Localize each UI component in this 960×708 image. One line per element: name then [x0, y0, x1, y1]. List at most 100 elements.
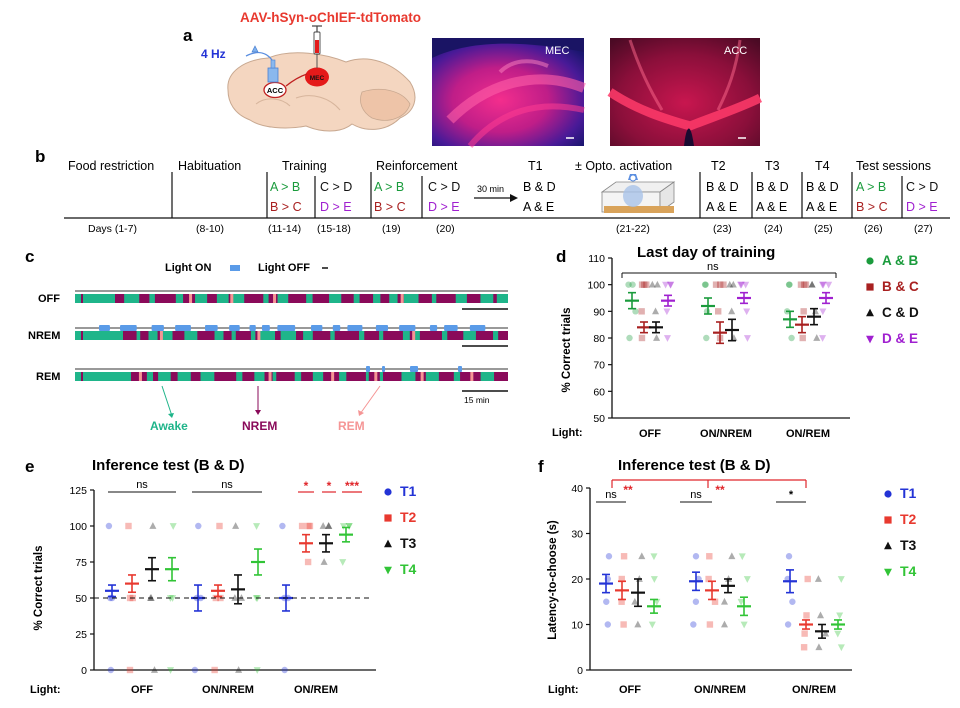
data-point	[741, 622, 748, 629]
light-pulse	[175, 325, 191, 331]
hypnogram-rem	[257, 331, 260, 340]
x-category-label: ON/REM	[294, 684, 338, 696]
pair-test-bc: B > C	[856, 200, 888, 214]
hypnogram-nrem	[493, 294, 497, 303]
legend-label: B & C	[882, 279, 919, 294]
virus-label: AAV-hSyn-oChIEF-tdTomato	[240, 10, 421, 25]
hypnogram-rem	[421, 372, 424, 381]
pair-training-de: D > E	[320, 200, 352, 214]
light-pulse	[410, 366, 418, 372]
days-training-1: (11-14)	[268, 223, 301, 235]
mec-region-label: MEC	[310, 75, 325, 82]
days-t3: (24)	[764, 223, 783, 235]
pair-reinf-cd: C > D	[428, 180, 460, 194]
pair-t3-ae: A & E	[756, 200, 787, 214]
sig-star-top: **	[715, 483, 725, 497]
hypnogram-nrem	[81, 372, 83, 381]
days-t4: (25)	[814, 223, 833, 235]
phase-title-training: Training	[282, 159, 327, 173]
data-point	[702, 281, 708, 287]
data-point	[693, 599, 699, 605]
hypnogram-nrem	[123, 331, 137, 340]
data-point	[125, 523, 131, 529]
hypnogram-nrem	[242, 372, 254, 381]
x-category-label: ON/NREM	[700, 428, 752, 440]
phase-title-t2: T2	[711, 159, 726, 173]
pair-t4-ae: A & E	[806, 200, 837, 214]
hypnogram-nrem	[173, 331, 185, 340]
light-pulse	[470, 325, 485, 331]
light-pulse	[99, 325, 110, 331]
scale-label: 15 min	[464, 395, 490, 405]
light-pulse	[430, 325, 437, 331]
hypnogram-nrem	[244, 294, 263, 303]
panel-b: b Food restriction Habituation Training …	[35, 147, 950, 235]
hypnogram-nrem	[155, 294, 176, 303]
data-point	[652, 307, 659, 314]
mec-image-label: MEC	[545, 45, 570, 57]
phase-title-food: Food restriction	[68, 159, 154, 173]
data-point	[801, 281, 807, 287]
x-category-label: ON/NREM	[694, 684, 746, 696]
data-point	[170, 523, 177, 530]
pair-test-ab: A > B	[856, 180, 886, 194]
data-point	[638, 308, 644, 314]
chart-e-title: Inference test (B & D)	[92, 457, 245, 474]
data-point	[809, 281, 816, 288]
light-pulse	[444, 325, 458, 331]
row-label-nrem: NREM	[28, 330, 60, 342]
y-tick-label: 40	[571, 483, 583, 495]
hypnogram-nrem	[494, 372, 508, 381]
hypnogram-rem	[273, 294, 276, 303]
awake-arrow	[162, 386, 172, 416]
days-t2: (23)	[713, 223, 732, 235]
light-pulse	[382, 366, 385, 372]
data-point	[634, 621, 641, 628]
panel-d-letter: d	[556, 247, 566, 266]
light-on-swatch	[230, 265, 240, 271]
data-point	[216, 523, 222, 529]
data-point	[690, 621, 696, 627]
light-pulse	[458, 366, 462, 372]
hypnogram-nrem	[236, 331, 251, 340]
hypnogram-nrem	[81, 294, 83, 303]
data-point	[703, 335, 709, 341]
panel-e-letter: e	[25, 457, 34, 476]
chart-d-sig: ns	[707, 261, 719, 273]
data-point	[728, 552, 735, 559]
pair-training-bc: B > C	[270, 200, 302, 214]
sig-star: *	[327, 479, 332, 493]
phase-title-t1: T1	[528, 159, 543, 173]
chart-d-light-label: Light:	[552, 427, 583, 439]
panel-c: c Light ON Light OFF OFF NREM REM 15 min…	[25, 247, 508, 433]
brain-illustration: ACC MEC 4 Hz	[201, 26, 415, 131]
hypnogram-nrem	[296, 331, 303, 340]
days-reinf-1: (19)	[382, 223, 401, 235]
legend-marker	[384, 488, 391, 495]
opto-chamber-icon	[602, 174, 674, 213]
data-point	[815, 575, 822, 582]
chart-d-ylabel: % Correct trials	[561, 307, 573, 392]
pair-reinf-ab: A > B	[374, 180, 404, 194]
legend-marker	[884, 516, 891, 523]
hypnogram-nrem	[420, 331, 442, 340]
pair-training-ab: A > B	[270, 180, 300, 194]
data-point	[307, 523, 313, 529]
panel-b-letter: b	[35, 147, 45, 166]
pair-t1-ae: A & E	[523, 200, 554, 214]
data-point	[320, 522, 327, 529]
sig-label: *	[789, 489, 794, 501]
hypnogram-nrem	[419, 294, 432, 303]
state-rem: REM	[338, 419, 365, 433]
data-point	[127, 667, 133, 673]
delay-label: 30 min	[477, 184, 504, 194]
chart-f-light-label: Light:	[548, 684, 579, 696]
data-point	[629, 281, 635, 287]
y-tick-label: 0	[81, 665, 87, 677]
data-point	[339, 559, 346, 566]
hypnogram-nrem	[383, 331, 403, 340]
panel-f-letter: f	[538, 457, 544, 476]
hypnogram-rem	[331, 372, 334, 381]
data-point	[621, 553, 627, 559]
light-pulse	[376, 325, 388, 331]
